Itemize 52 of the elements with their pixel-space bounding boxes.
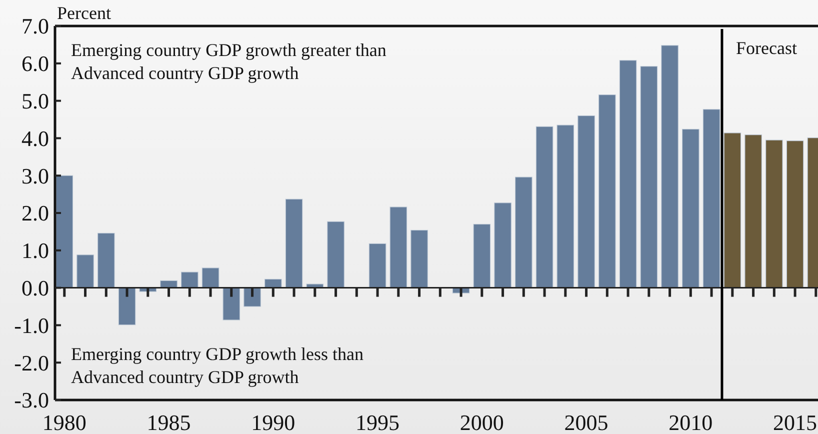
x-tick-label: 1985: [146, 410, 191, 434]
bar: [56, 175, 74, 288]
x-tick-label: 1990: [251, 410, 296, 434]
bar: [598, 94, 616, 288]
y-tick-label: -2.0: [14, 350, 49, 376]
bar: [494, 202, 512, 288]
bar: [724, 132, 742, 288]
bar: [76, 254, 94, 288]
y-tick-label: 7.0: [22, 14, 49, 39]
bar: [578, 115, 595, 288]
bar: [682, 128, 700, 288]
bar: [536, 126, 554, 288]
bar: [473, 224, 491, 288]
x-tick-label: 1980: [42, 410, 86, 434]
bar: [202, 268, 220, 288]
y-axis-title: Percent: [57, 3, 111, 23]
y-tick-label: 5.0: [22, 88, 49, 114]
bar: [118, 288, 136, 326]
y-tick-label: 2.0: [22, 200, 49, 226]
bar: [556, 124, 574, 288]
y-tick-label: 0.0: [22, 276, 49, 300]
bar: [515, 176, 532, 288]
annotation: Emerging country GDP growth less than Advanced country GDP growth: [71, 344, 364, 387]
x-tick-label: 2000: [460, 410, 504, 434]
bar: [390, 206, 408, 288]
bar: [702, 109, 720, 288]
bar: [619, 60, 637, 288]
bar: [410, 230, 428, 288]
bar: [327, 221, 344, 288]
bar: [222, 288, 240, 320]
x-tick-label: 2015: [773, 410, 818, 434]
bar: [180, 272, 198, 288]
y-tick-label: 6.0: [22, 51, 49, 76]
bar: [244, 288, 261, 307]
x-tick-label: 2010: [668, 410, 713, 434]
bar: [766, 140, 783, 288]
bar: [368, 243, 386, 288]
ref-line-label: Forecast: [736, 38, 797, 58]
bar: [744, 134, 762, 288]
bar: [97, 232, 115, 288]
y-tick-label: -3.0: [14, 388, 49, 413]
bar: [285, 198, 303, 288]
y-tick-label: -1.0: [14, 312, 49, 338]
bar: [640, 66, 658, 288]
y-tick-label: 3.0: [22, 163, 49, 188]
y-tick-label: 4.0: [22, 126, 49, 151]
bar: [786, 140, 804, 288]
annotation: Emerging country GDP growth greater than Advanced country GDP growth: [71, 40, 386, 83]
y-tick-label: 1.0: [22, 238, 49, 264]
bar: [661, 45, 678, 288]
x-tick-label: 2005: [564, 410, 608, 434]
x-tick-label: 1995: [356, 410, 400, 434]
